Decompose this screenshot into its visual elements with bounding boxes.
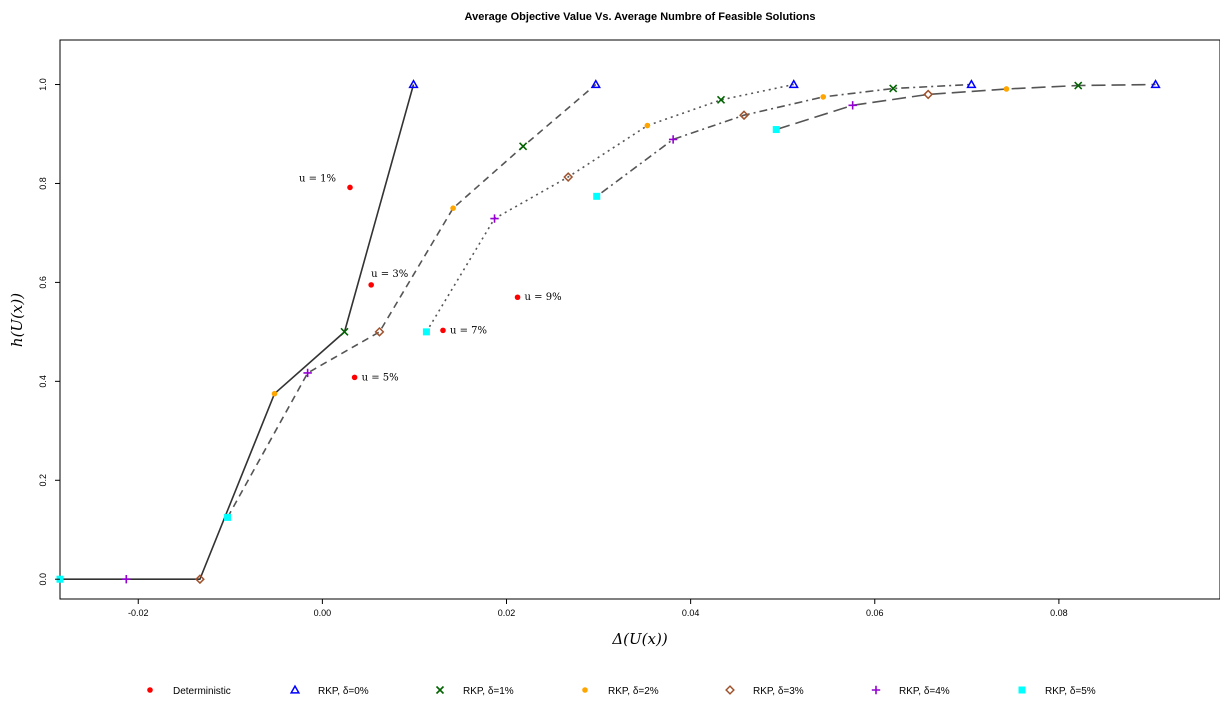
legend-label-0: Deterministic <box>173 686 231 697</box>
x-axis: -0.02 0.00 0.02 0.04 0.06 0.08 <box>128 599 1068 618</box>
line-3 <box>596 83 972 197</box>
legend-marker-2 <box>435 685 445 695</box>
y-axis-label: h(U(x)) <box>8 293 26 347</box>
point-s6-2 <box>422 328 430 336</box>
point-s5-4 <box>848 101 857 110</box>
point-s1-3 <box>966 79 977 89</box>
point-s2-0 <box>340 327 349 336</box>
legend-marker-3 <box>582 687 588 693</box>
data-points <box>56 79 1161 585</box>
point-s3-3 <box>820 94 827 100</box>
plot-frame <box>59 39 1220 600</box>
y-tick-label-0: 0.0 <box>38 573 48 586</box>
point-s2-4 <box>1074 81 1083 90</box>
legend: Deterministic RKP, δ=0% RKP, δ=1% RKP, δ=2%… <box>147 684 1096 697</box>
y-tick-label-3: 0.6 <box>38 276 48 289</box>
point-s0-3 <box>440 327 446 334</box>
point-s4-3 <box>739 110 749 121</box>
y-tick-label-4: 0.8 <box>38 177 48 190</box>
point-s5-2 <box>490 214 499 223</box>
point-s4-0 <box>195 574 205 585</box>
point-s3-0 <box>271 390 278 397</box>
point-s0-4 <box>514 294 521 301</box>
legend-label-4: RKP, δ=3% <box>753 686 804 697</box>
legend-label-3: RKP, δ=2% <box>608 686 659 697</box>
point-s0-0 <box>347 184 353 191</box>
point-s5-1 <box>303 368 312 378</box>
x-tick-label-5: 0.08 <box>1050 608 1068 618</box>
point-s5-3 <box>668 135 678 144</box>
point-s1-0 <box>408 79 419 89</box>
point-s4-2 <box>563 172 574 182</box>
point-s2-3 <box>889 84 898 93</box>
point-s6-1 <box>224 513 232 521</box>
line-0 <box>60 84 415 580</box>
line-4 <box>776 83 1156 131</box>
point-s0-1 <box>368 282 374 288</box>
point-s3-1 <box>450 205 456 211</box>
x-tick-label-4: 0.06 <box>866 608 884 618</box>
annotation-0: u = 1% <box>299 173 336 184</box>
legend-label-5: RKP, δ=4% <box>899 686 950 697</box>
series-lines <box>60 83 1156 580</box>
point-s6-4 <box>772 126 780 134</box>
legend-marker-1 <box>289 684 301 694</box>
point-s4-4 <box>923 89 934 100</box>
point-s6-3 <box>593 192 601 200</box>
legend-label-6: RKP, δ=5% <box>1045 686 1096 697</box>
point-s3-2 <box>644 122 651 129</box>
x-tick-label-1: 0.00 <box>314 608 332 618</box>
annotation-4: u = 9% <box>525 292 562 303</box>
point-s3-4 <box>1003 86 1010 92</box>
legend-marker-6 <box>1018 686 1026 694</box>
point-s5-0 <box>122 575 131 584</box>
x-axis-label: Δ(U(x)) <box>611 630 667 648</box>
x-tick-label-0: -0.02 <box>128 608 149 618</box>
annotation-3: u = 7% <box>450 325 487 336</box>
legend-marker-5 <box>871 685 881 695</box>
point-s4-1 <box>374 326 385 337</box>
legend-marker-0 <box>147 687 153 693</box>
point-s1-2 <box>788 79 799 89</box>
y-axis: 0.0 0.2 0.4 0.6 0.8 1.0 <box>38 78 60 585</box>
x-tick-label-2: 0.02 <box>498 608 516 618</box>
y-tick-label-2: 0.4 <box>38 375 48 388</box>
x-tick-label-3: 0.04 <box>682 608 700 618</box>
line-2 <box>425 83 794 333</box>
annotation-2: u = 5% <box>362 372 399 383</box>
point-s0-2 <box>351 374 358 381</box>
legend-marker-4 <box>725 685 735 695</box>
legend-label-2: RKP, δ=1% <box>463 686 514 697</box>
annotation-1: u = 3% <box>371 269 408 280</box>
chart-title: Average Objective Value Vs. Average Numb… <box>465 11 816 23</box>
point-s1-1 <box>590 79 601 89</box>
y-tick-label-1: 0.2 <box>38 474 48 487</box>
y-tick-label-5: 1.0 <box>38 78 48 91</box>
line-1 <box>226 83 597 518</box>
legend-label-1: RKP, δ=0% <box>318 686 369 697</box>
point-s2-2 <box>716 95 726 104</box>
point-s2-1 <box>519 142 528 151</box>
annotations: u = 1% u = 3% u = 5% u = 7% u = 9% <box>299 173 562 383</box>
point-s1-4 <box>1150 79 1161 89</box>
